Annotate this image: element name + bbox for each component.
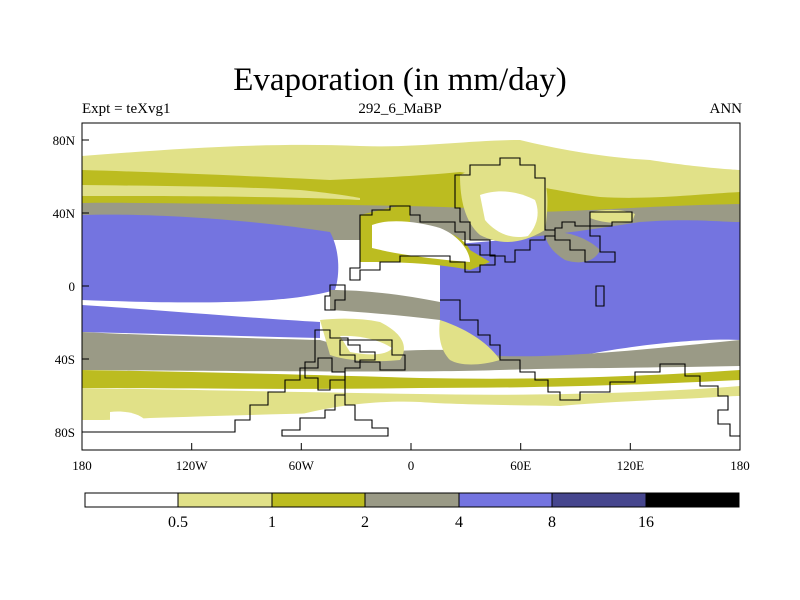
lon-tick-60e: 60E	[510, 458, 531, 473]
lon-tick-120w: 120W	[176, 458, 209, 473]
colorbar-box-3	[272, 493, 365, 507]
lon-tick-marks	[81, 443, 741, 450]
coastline-southern-landmass	[339, 339, 406, 371]
colorbar-box-4	[365, 493, 459, 507]
coastline-antarctic	[82, 357, 389, 437]
field-gray-south	[82, 332, 740, 372]
coastline-africa-australia	[440, 299, 740, 437]
experiment-label: Expt = teXvg1	[82, 101, 171, 117]
colorbar-label-1: 1	[268, 514, 276, 531]
colorbar-box-5	[459, 493, 552, 507]
map-field	[82, 123, 740, 450]
field-white-asia	[480, 191, 538, 238]
coastline-east-asia	[589, 211, 633, 227]
colorbar-box-6	[552, 493, 646, 507]
field-white-antarctic	[280, 396, 740, 450]
field-blue-tropics	[82, 214, 339, 303]
field-white-north-america	[372, 221, 470, 262]
field-gray-equatorial	[330, 290, 440, 320]
field-land-southeast	[439, 320, 500, 365]
lon-tick-60w: 60W	[289, 458, 315, 473]
field-blue-south	[82, 305, 320, 338]
coastline-north-america	[349, 205, 496, 281]
lat-tick-80n: 80N	[53, 133, 76, 148]
colorbar-box-2	[178, 493, 272, 507]
colorbar-borders	[84, 492, 740, 508]
lat-tick-marks	[82, 139, 89, 433]
field-lightyellow-inner-north	[82, 185, 360, 200]
coastlines	[82, 157, 740, 437]
period-label: 292_6_MaBP	[358, 101, 442, 117]
colorbar-box-7	[646, 493, 739, 507]
field-olive-south	[82, 370, 740, 389]
map-title: Evaporation (in mm/day)	[233, 62, 567, 98]
lon-tick-180w: 180	[72, 458, 92, 473]
colorbar-label-16: 16	[638, 514, 654, 531]
lat-tick-40s: 40S	[55, 352, 75, 367]
lat-tick-0: 0	[69, 279, 76, 294]
lat-tick-40n: 40N	[53, 206, 76, 221]
field-white-patch	[110, 411, 145, 423]
colorbar-frame	[84, 492, 740, 508]
colorbar-label-2: 2	[361, 514, 369, 531]
lon-tick-180e: 180	[730, 458, 750, 473]
lon-tick-120e: 120E	[617, 458, 645, 473]
colorbar-label-0-5: 0.5	[168, 514, 188, 531]
field-land-east-asia	[590, 209, 635, 223]
colorbar-label-8: 8	[548, 514, 556, 531]
field-land-central-asia	[545, 231, 600, 263]
coastline-island	[595, 285, 605, 307]
colorbar-label-4: 4	[455, 514, 463, 531]
lat-tick-80s: 80S	[55, 425, 75, 440]
colorbar: 0.5 1 2 4 8 16	[84, 492, 740, 531]
coastline-central-america	[324, 284, 346, 311]
season-label: ANN	[709, 101, 743, 117]
lon-tick-0: 0	[408, 458, 415, 473]
colorbar-box-1	[85, 493, 178, 507]
